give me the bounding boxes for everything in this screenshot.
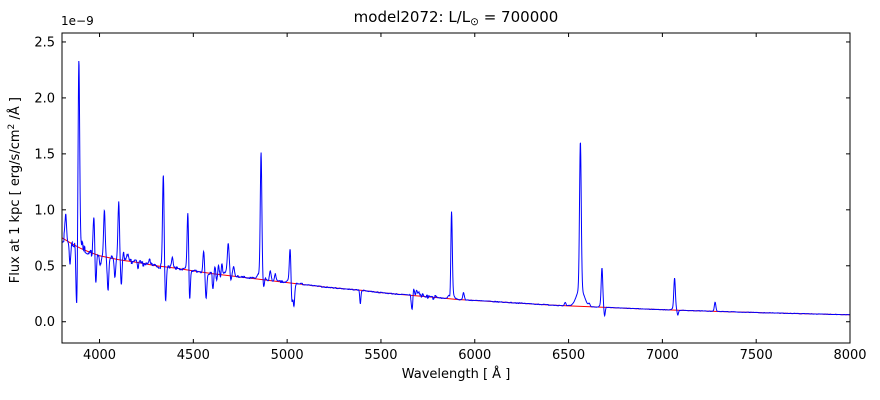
- y-axis-ticks: 0.0 0.5 1.0 1.5 2.0 2.5: [34, 35, 850, 330]
- x-tick-label: 6000: [458, 348, 491, 363]
- x-tick-label: 6500: [552, 348, 585, 363]
- y-tick-label: 0.0: [34, 315, 55, 330]
- x-tick-label: 7500: [740, 348, 773, 363]
- x-tick-label: 5500: [364, 348, 397, 363]
- y-axis-label: Flux at 1 kpc [ erg/s/cm2 /Å ]: [5, 30, 23, 350]
- y-tick-label: 1.0: [34, 203, 55, 218]
- x-tick-label: 4500: [177, 348, 210, 363]
- x-tick-label: 8000: [833, 348, 866, 363]
- y-axis-label-superscript: 2: [6, 123, 17, 130]
- plot-title: model2072: L/L⊙ = 700000: [62, 8, 850, 31]
- y-tick-label: 0.5: [34, 259, 55, 274]
- data-series: [62, 61, 850, 318]
- plot-title-suffix: = 700000: [478, 8, 559, 26]
- y-axis-label-suffix: /Å ]: [8, 97, 24, 124]
- y-tick-label: 2.0: [34, 91, 55, 106]
- x-axis-ticks: 4000 4500 5000 5500 6000 6500 7000 7500 8000: [83, 33, 867, 363]
- x-tick-label: 4000: [83, 348, 116, 363]
- y-tick-label: 2.5: [34, 35, 55, 50]
- sun-symbol: ⊙: [470, 16, 479, 29]
- continuum-line: [62, 237, 850, 316]
- axes-frame: [61, 32, 851, 344]
- x-tick-label: 7000: [646, 348, 679, 363]
- x-tick-label: 5000: [271, 348, 304, 363]
- y-axis-offset-text: 1e−9: [61, 14, 94, 28]
- y-tick-label: 1.5: [34, 147, 55, 162]
- y-axis-label-prefix: Flux at 1 kpc [ erg/s/cm: [8, 129, 24, 284]
- spectrum-line: [62, 61, 850, 318]
- plot-title-prefix: model2072: L/L: [353, 8, 471, 26]
- x-axis-label: Wavelength [ Å ]: [401, 367, 511, 382]
